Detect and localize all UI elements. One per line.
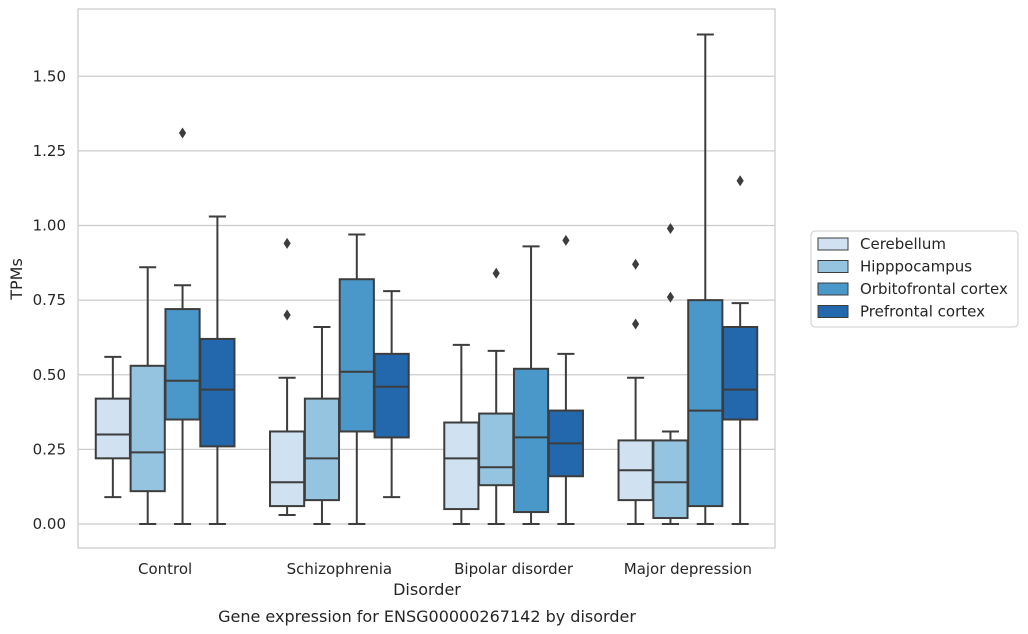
box-iqr (94, 397, 131, 460)
box-iqr (164, 308, 201, 421)
legend-label: Prefrontal cortex (860, 303, 985, 321)
box-iqr (722, 325, 759, 421)
box-orbitofrontal-cortex (512, 245, 550, 525)
box-prefrontal-cortex (722, 175, 759, 525)
y-tick-label: 0.75 (33, 291, 66, 309)
box-iqr (652, 439, 689, 520)
box-cerebellum (269, 237, 306, 517)
y-tick-label: 1.25 (33, 142, 66, 160)
box-prefrontal-cortex (199, 215, 236, 525)
y-tick-label: 1.50 (33, 67, 66, 85)
outlier-point (736, 175, 744, 187)
box-orbitofrontal-cortex (164, 127, 201, 525)
box-orbitofrontal-cortex (687, 33, 724, 525)
plot-area-frame (77, 8, 776, 549)
box-iqr (512, 367, 550, 514)
box-iqr (443, 421, 480, 511)
legend-swatch (817, 237, 849, 251)
box-iqr (129, 364, 166, 493)
y-tick-label: 1.00 (33, 217, 66, 235)
y-tick-label: 0.00 (33, 515, 66, 533)
box-prefrontal-cortex (373, 290, 410, 499)
outlier-point (632, 318, 640, 330)
x-tick-label: Bipolar disorder (454, 560, 574, 578)
y-tick-label: 0.50 (33, 366, 66, 384)
y-axis-label: TPMs (7, 258, 26, 301)
y-tick-label: 0.25 (33, 440, 66, 458)
box-hipppocampus (129, 266, 166, 525)
legend-frame (810, 230, 1019, 328)
legend: Cerebellum Hipppocampus Orbitofrontal cort… (810, 230, 1019, 328)
box-iqr (687, 299, 724, 508)
box-iqr (478, 412, 515, 487)
x-tick-labels: Control Schizophrenia Bipolar disorder Majo… (138, 560, 752, 578)
legend-swatch (817, 282, 849, 296)
y-tick-labels: 0.00 0.25 0.50 0.75 1.00 1.25 1.50 (33, 67, 66, 533)
x-tick-label: Major depression (624, 560, 752, 578)
box-cerebellum (94, 355, 131, 499)
box-cerebellum (443, 343, 480, 525)
box-iqr (338, 278, 375, 433)
box-iqr (199, 337, 236, 448)
box-iqr (373, 352, 410, 439)
x-tick-label: Schizophrenia (287, 560, 392, 578)
x-tick-label: Control (138, 560, 192, 578)
outlier-point (666, 222, 675, 234)
box-hipppocampus (652, 222, 689, 525)
x-axis-label: Disorder (393, 580, 461, 599)
boxes (94, 33, 759, 525)
box-iqr (303, 397, 341, 502)
legend-label: Orbitofrontal cortex (860, 280, 1008, 298)
box-iqr (269, 430, 306, 508)
box-hipppocampus (303, 325, 341, 525)
box-cerebellum (617, 258, 654, 525)
box-orbitofrontal-cortex (338, 233, 375, 525)
legend-label: Hipppocampus (860, 258, 972, 276)
outlier-point (283, 309, 291, 321)
outlier-point (492, 267, 500, 279)
box-hipppocampus (478, 267, 515, 525)
legend-swatch (817, 305, 849, 318)
box-prefrontal-cortex (547, 234, 584, 525)
chart-caption: Gene expression for ENSG00000267142 by d… (218, 607, 636, 626)
outlier-point (562, 234, 570, 246)
outlier-point (283, 237, 291, 249)
legend-swatch (817, 260, 849, 273)
outlier-point (632, 258, 640, 270)
legend-label: Cerebellum (860, 235, 946, 253)
outlier-point (666, 291, 675, 303)
outlier-point (178, 127, 187, 139)
